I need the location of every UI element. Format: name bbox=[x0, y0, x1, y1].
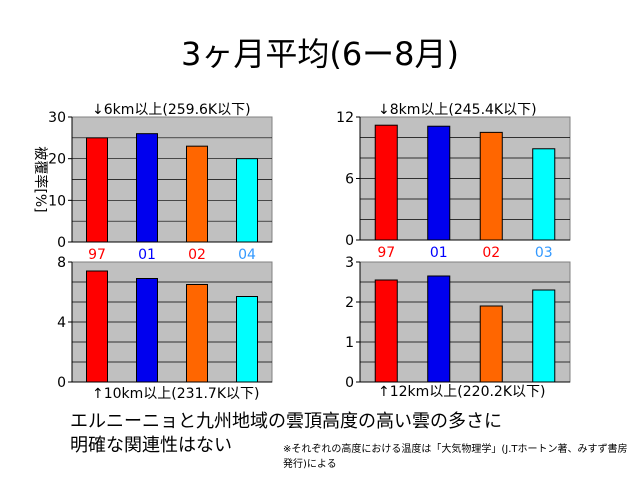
category-label: 97 bbox=[88, 247, 106, 263]
chart-title: ↓6km以上(259.6K以下) bbox=[92, 102, 251, 118]
y-tick-label: 12 bbox=[336, 110, 354, 126]
category-label: 04 bbox=[238, 247, 256, 263]
bar-02 bbox=[186, 145, 208, 243]
footnote: ※それぞれの高度における温度は「大気物理学」(J.Tホートン著、みすず書房発行)… bbox=[283, 444, 628, 470]
y-tick-label: 20 bbox=[48, 152, 66, 168]
bar-97 bbox=[374, 124, 398, 241]
chart-title: ↑12km以上(220.2K以下) bbox=[378, 384, 545, 400]
y-tick-label: 1 bbox=[345, 335, 354, 351]
bar-97 bbox=[86, 270, 108, 383]
bar-97 bbox=[374, 279, 398, 383]
y-tick-label: 30 bbox=[48, 110, 66, 126]
chart-title: ↑10km以上(231.7K以下) bbox=[92, 386, 259, 402]
y-tick-label: 8 bbox=[57, 255, 66, 271]
y-tick-label: 0 bbox=[57, 235, 66, 251]
y-tick-label: 3 bbox=[345, 255, 354, 271]
bar-01 bbox=[136, 133, 158, 243]
y-tick-label: 6 bbox=[345, 172, 354, 188]
conclusion-text: エルニーニョと九州地域の雲頂高度の高い雲の多さに 明確な関連性はない bbox=[70, 410, 502, 458]
category-label: 03 bbox=[535, 245, 553, 261]
bar-01 bbox=[136, 278, 158, 383]
y-tick-label: 0 bbox=[345, 233, 354, 249]
chart-title: ↓8km以上(245.4K以下) bbox=[378, 102, 537, 118]
y-tick-label: 0 bbox=[57, 375, 66, 391]
conclusion-line-2: 明確な関連性はない bbox=[70, 435, 232, 456]
bar-02 bbox=[479, 131, 503, 241]
bar-97 bbox=[86, 137, 108, 243]
category-label: 01 bbox=[138, 247, 156, 263]
bar-04 bbox=[236, 158, 258, 243]
bar-02 bbox=[186, 284, 208, 383]
bar-03 bbox=[532, 148, 556, 241]
y-tick-label: 10 bbox=[48, 193, 66, 209]
category-label: 97 bbox=[377, 245, 395, 261]
conclusion-line-1: エルニーニョと九州地域の雲頂高度の高い雲の多さに bbox=[70, 411, 502, 432]
y-tick-label: 0 bbox=[345, 375, 354, 391]
category-label: 02 bbox=[482, 245, 500, 261]
y-axis-label: 被覆率[%] bbox=[32, 146, 49, 212]
category-label: 02 bbox=[188, 247, 206, 263]
y-tick-label: 4 bbox=[57, 315, 66, 331]
y-tick-label: 2 bbox=[345, 295, 354, 311]
category-label: 01 bbox=[430, 245, 448, 261]
bar-01 bbox=[427, 125, 451, 241]
bar-01 bbox=[427, 275, 451, 383]
bar-04 bbox=[236, 296, 258, 383]
slide-title: 3ヶ月平均(6ー8月) bbox=[180, 35, 460, 73]
bar-02 bbox=[479, 305, 503, 383]
bar-03 bbox=[532, 289, 556, 383]
